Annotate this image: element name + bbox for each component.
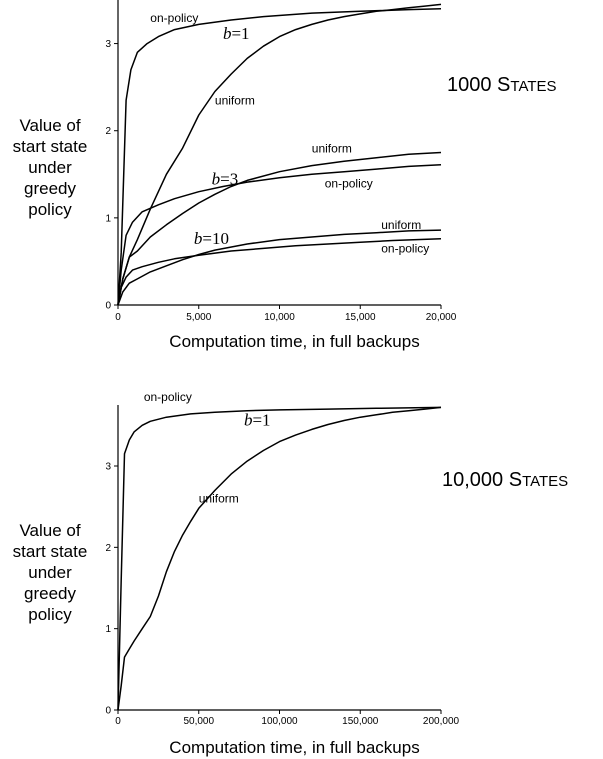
x-tick-label: 5,000 — [186, 312, 211, 323]
series-line-b3-uniform — [117, 151, 442, 306]
x-tick-label: 10,000 — [264, 312, 295, 323]
y-tick-label: 3 — [105, 462, 111, 473]
curve-label-uniform: uniform — [312, 142, 352, 156]
x-tick-label: 15,000 — [345, 312, 376, 323]
series-line-b10-uniform — [117, 229, 442, 306]
chart-panel-2: 0 1 2 3 0 50,000 100,000 150,000 200,000 on-polic… — [13, 390, 569, 757]
y-tick-label: 0 — [105, 301, 111, 312]
branching-factor-label: b=10 — [194, 229, 229, 248]
x-tick-label: 50,000 — [183, 716, 214, 727]
x-tick-label: 100,000 — [261, 716, 298, 727]
x-axis-label: Computation time, in full backups — [169, 332, 419, 351]
panel-title: 10,000 STATES — [442, 469, 568, 491]
x-tick-label: 0 — [115, 312, 121, 323]
y-tick-label: 3 — [105, 39, 111, 50]
y-tick-label: 2 — [105, 543, 111, 554]
series-line-b1-on-policy — [117, 7, 442, 306]
curve-label-on-policy: on-policy — [144, 390, 192, 404]
series-line-b1-on-policy — [117, 406, 442, 711]
y-axis-label: Value of start state under greedy policy — [13, 116, 88, 219]
chart-panel-1: 0 1 2 3 0 5,000 10,000 15,000 20,000 on-policy uni… — [13, 0, 557, 351]
x-tick-label: 150,000 — [342, 716, 379, 727]
series-line-b1-uniform — [117, 406, 442, 711]
branching-factor-label: b=3 — [212, 170, 239, 189]
x-tick-label: 0 — [115, 716, 121, 727]
y-tick-label: 1 — [105, 213, 111, 224]
y-tick-label: 1 — [105, 624, 111, 635]
y-tick-label: 0 — [105, 706, 111, 717]
panel-title: 1000 STATES — [447, 74, 557, 96]
y-tick-label: 2 — [105, 126, 111, 137]
series-line-b10-on-policy — [117, 238, 442, 306]
curve-label-on-policy: on-policy — [150, 11, 198, 25]
curve-label-uniform: uniform — [381, 218, 421, 232]
branching-factor-label: b=1 — [244, 410, 271, 429]
series-line-b3-on-policy — [117, 163, 442, 306]
branching-factor-label: b=1 — [223, 24, 250, 43]
x-axis-label: Computation time, in full backups — [169, 738, 419, 757]
curve-label-on-policy: on-policy — [381, 242, 429, 256]
x-tick-label: 200,000 — [423, 716, 460, 727]
curve-label-uniform: uniform — [199, 492, 239, 506]
series-line-b1-uniform — [117, 3, 442, 306]
x-tick-label: 20,000 — [426, 312, 457, 323]
y-axis-label: Value of start state under greedy policy — [13, 521, 88, 624]
curve-label-uniform: uniform — [215, 94, 255, 108]
curve-label-on-policy: on-policy — [325, 176, 373, 190]
